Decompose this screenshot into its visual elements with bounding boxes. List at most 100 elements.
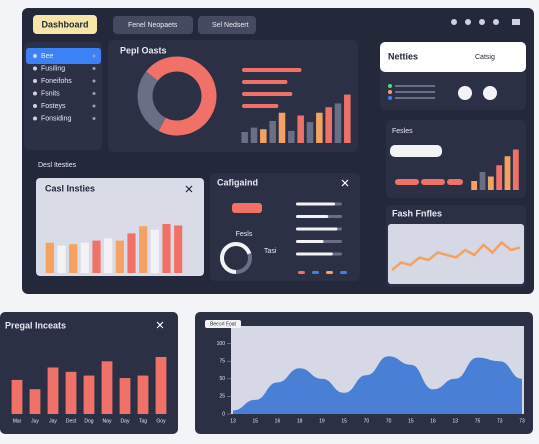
pill — [232, 203, 262, 213]
netties-title: Netties — [388, 51, 418, 61]
sidebar-item[interactable]: Fonsiding — [41, 115, 71, 122]
status-dot — [388, 90, 392, 94]
sidebar-dot — [92, 117, 96, 120]
close-icon[interactable] — [156, 321, 164, 329]
close-icon[interactable] — [341, 179, 349, 187]
dot — [298, 271, 305, 274]
x-tick-label: 75 — [475, 418, 481, 424]
bar — [162, 224, 171, 273]
filter-dropdown[interactable] — [113, 16, 193, 34]
sidebar-dot — [92, 92, 96, 95]
bar — [47, 367, 59, 414]
y-tick-label: 100 — [217, 341, 226, 347]
ring-value — [220, 242, 252, 274]
netties-action[interactable]: Catsig — [475, 54, 495, 61]
x-tick-label: 19 — [319, 418, 325, 424]
config-panel — [210, 173, 360, 281]
slider-fill — [296, 252, 333, 256]
ring-label: Fesls — [236, 231, 253, 238]
x-tick-label: Day — [121, 418, 130, 424]
slider-fill — [296, 202, 336, 206]
sidebar-icon — [33, 79, 37, 83]
x-tick-label: Tag — [139, 418, 147, 424]
close-icon[interactable] — [185, 185, 193, 193]
status-line — [395, 97, 435, 99]
ring-sublabel: Tasi — [264, 248, 277, 255]
sidebar-item[interactable]: Foneifohs — [41, 78, 72, 85]
bar — [487, 176, 494, 190]
title-pill — [33, 15, 97, 34]
x-tick-label: Goy — [156, 418, 166, 424]
bar — [288, 130, 295, 143]
bottom-bars-title: Pregal Inceats — [5, 320, 66, 330]
bar — [241, 132, 248, 143]
y-tick-label: 25 — [219, 394, 225, 400]
x-tick-label: Nay — [103, 418, 112, 424]
bar — [325, 107, 332, 143]
slider-fill — [296, 240, 324, 243]
dot — [340, 271, 347, 274]
bar — [269, 121, 276, 143]
bar — [155, 356, 167, 414]
bar — [69, 244, 78, 273]
sidebar-active — [26, 48, 101, 64]
bar — [45, 242, 54, 273]
sidebar-item[interactable]: Fusiling — [41, 65, 65, 72]
x-tick-label: 15 — [252, 418, 258, 424]
sidebar-item[interactable]: Fosteys — [41, 103, 66, 110]
sidebar — [24, 42, 102, 150]
bar — [306, 122, 314, 143]
x-tick-label: 15 — [408, 418, 414, 424]
x-tick-label: 13 — [453, 418, 459, 424]
icon[interactable] — [458, 86, 472, 100]
legend-label: Beead Foat — [210, 321, 236, 327]
x-tick-label: 16 — [275, 418, 281, 424]
bar — [101, 361, 113, 414]
slider-fill — [296, 215, 329, 218]
bar — [57, 245, 66, 273]
bar — [334, 103, 342, 143]
flash-title: Fash Fnfles — [392, 208, 442, 218]
y-tick-label: 50 — [219, 376, 225, 382]
x-tick-label: Jay — [49, 418, 57, 424]
cash-panel — [36, 178, 204, 276]
sidebar-dot — [92, 54, 96, 58]
x-tick-label: 73 — [497, 418, 503, 424]
netties-header — [380, 42, 526, 72]
cash-title: Casl Insties — [45, 183, 95, 193]
sidebar-item[interactable]: Bee — [41, 53, 54, 60]
dot — [312, 271, 319, 274]
status-line — [395, 91, 435, 93]
flash-line — [391, 240, 521, 271]
slider-fill — [296, 227, 338, 231]
bar — [127, 233, 136, 273]
bar — [80, 242, 89, 273]
bar — [150, 229, 159, 273]
x-tick-label: 18 — [297, 418, 303, 424]
bar — [278, 112, 286, 143]
bar — [11, 379, 23, 414]
x-tick-label: 15 — [341, 418, 347, 424]
sidebar-icon — [33, 91, 37, 96]
sidebar-item[interactable]: Fsnits — [41, 90, 60, 97]
section-label: Desl Itesties — [38, 162, 77, 169]
bar — [504, 156, 511, 190]
bar — [316, 112, 323, 143]
bar — [250, 127, 258, 143]
bar — [92, 240, 101, 273]
bar — [479, 172, 486, 190]
sidebar-icon — [33, 54, 37, 58]
x-tick-label: 16 — [430, 418, 436, 424]
bar — [496, 165, 503, 190]
icon[interactable] — [483, 86, 497, 100]
status-dot — [388, 84, 392, 88]
y-tick-label: 125 — [217, 323, 226, 329]
search-label: Sel Nedsert — [212, 22, 249, 29]
bottom-bars-panel — [0, 312, 178, 434]
search-box[interactable] — [198, 16, 256, 34]
bar — [137, 375, 149, 414]
h-bar — [242, 104, 279, 108]
sidebar-icon — [33, 104, 37, 108]
